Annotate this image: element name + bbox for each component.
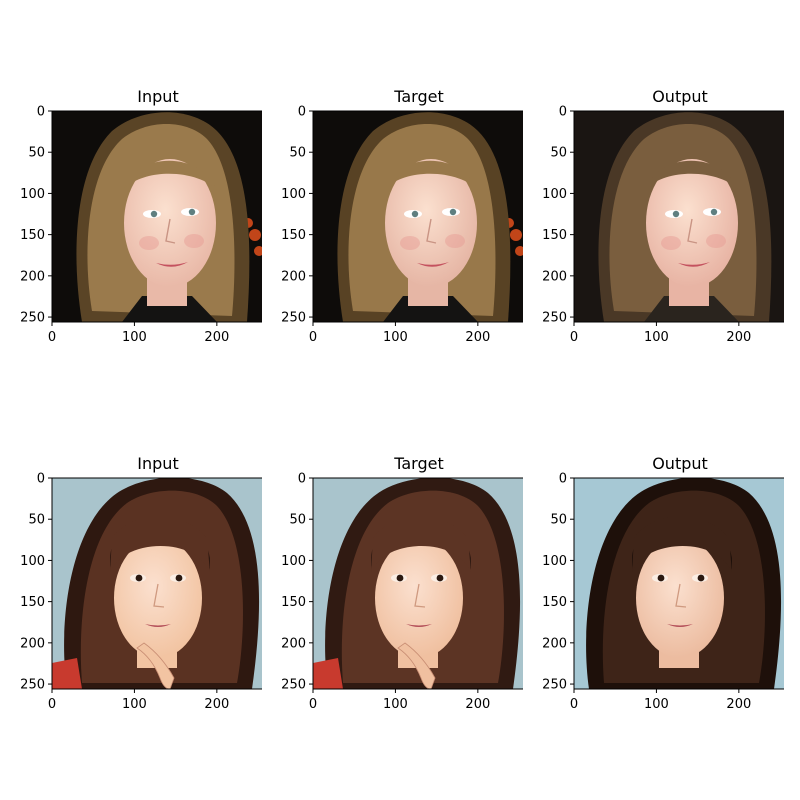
y-tick-label: 150 bbox=[542, 228, 567, 243]
portrait-image bbox=[313, 478, 523, 689]
y-tick-label: 0 bbox=[559, 472, 567, 487]
x-tick-label: 200 bbox=[726, 330, 751, 345]
x-tick-label: 0 bbox=[48, 330, 56, 345]
axes-frame bbox=[312, 477, 523, 690]
x-tick-label: 100 bbox=[644, 697, 669, 712]
image-axes: 0 100 200 0 50 100 150 200 250 bbox=[542, 472, 784, 712]
x-tick-label: 100 bbox=[122, 697, 147, 712]
x-tick-label: 100 bbox=[383, 330, 408, 345]
y-tick-label: 250 bbox=[542, 678, 567, 693]
axes-frame bbox=[51, 110, 262, 323]
y-tick-label: 200 bbox=[281, 269, 306, 284]
panel-title: Output bbox=[652, 454, 708, 473]
x-tick-label: 200 bbox=[465, 330, 490, 345]
image-axes: 0 100 200 0 50 100 150 200 250 bbox=[20, 105, 262, 345]
y-tick-label: 0 bbox=[37, 105, 45, 120]
y-tick-label: 0 bbox=[298, 105, 306, 120]
image-axes: 0 100 200 0 50 100 150 200 250 bbox=[281, 472, 523, 712]
x-tick-label: 100 bbox=[383, 697, 408, 712]
y-tick-label: 50 bbox=[289, 146, 306, 161]
y-tick-label: 0 bbox=[559, 105, 567, 120]
y-tick-label: 150 bbox=[20, 228, 45, 243]
y-tick-label: 250 bbox=[281, 678, 306, 693]
y-tick-label: 200 bbox=[542, 636, 567, 651]
y-tick-label: 50 bbox=[550, 513, 567, 528]
x-tick-label: 200 bbox=[204, 330, 229, 345]
panel-title: Target bbox=[394, 87, 444, 106]
portrait-image bbox=[52, 111, 262, 322]
y-tick-label: 50 bbox=[28, 513, 45, 528]
y-tick-label: 250 bbox=[281, 311, 306, 326]
y-tick-label: 150 bbox=[281, 595, 306, 610]
portrait-image bbox=[574, 111, 784, 322]
x-tick-label: 0 bbox=[570, 330, 578, 345]
y-tick-label: 100 bbox=[281, 554, 306, 569]
axes-frame bbox=[51, 477, 262, 690]
portrait-image bbox=[313, 111, 523, 322]
x-tick-label: 200 bbox=[204, 697, 229, 712]
axes-frame bbox=[573, 110, 784, 323]
panel-title: Output bbox=[652, 87, 708, 106]
y-tick-label: 0 bbox=[37, 472, 45, 487]
x-tick-label: 0 bbox=[570, 697, 578, 712]
y-tick-label: 250 bbox=[20, 311, 45, 326]
y-tick-label: 250 bbox=[20, 678, 45, 693]
axes-frame bbox=[312, 110, 523, 323]
y-tick-label: 100 bbox=[542, 187, 567, 202]
x-tick-label: 100 bbox=[644, 330, 669, 345]
y-tick-label: 150 bbox=[542, 595, 567, 610]
image-axes: 0 100 200 0 50 100 150 200 250 bbox=[20, 472, 262, 712]
y-tick-label: 200 bbox=[542, 269, 567, 284]
y-tick-label: 50 bbox=[550, 146, 567, 161]
panel-title: Target bbox=[394, 454, 444, 473]
y-tick-label: 150 bbox=[20, 595, 45, 610]
image-axes: 0 100 200 0 50 100 150 200 250 bbox=[281, 105, 523, 345]
x-tick-label: 0 bbox=[48, 697, 56, 712]
y-tick-label: 200 bbox=[281, 636, 306, 651]
x-tick-label: 100 bbox=[122, 330, 147, 345]
y-tick-label: 0 bbox=[298, 472, 306, 487]
y-tick-label: 100 bbox=[20, 187, 45, 202]
panel-title: Input bbox=[137, 87, 179, 106]
y-tick-label: 100 bbox=[542, 554, 567, 569]
panel-title: Input bbox=[137, 454, 179, 473]
x-tick-label: 200 bbox=[465, 697, 490, 712]
x-tick-label: 200 bbox=[726, 697, 751, 712]
y-tick-label: 100 bbox=[281, 187, 306, 202]
x-tick-label: 0 bbox=[309, 330, 317, 345]
portrait-image bbox=[52, 478, 262, 689]
y-tick-label: 50 bbox=[289, 513, 306, 528]
y-tick-label: 150 bbox=[281, 228, 306, 243]
portrait-image bbox=[574, 478, 784, 689]
image-axes: 0 100 200 0 50 100 150 200 250 bbox=[542, 105, 784, 345]
y-tick-label: 250 bbox=[542, 311, 567, 326]
y-tick-label: 200 bbox=[20, 636, 45, 651]
axes-frame bbox=[573, 477, 784, 690]
y-tick-label: 50 bbox=[28, 146, 45, 161]
x-tick-label: 0 bbox=[309, 697, 317, 712]
y-tick-label: 200 bbox=[20, 269, 45, 284]
y-tick-label: 100 bbox=[20, 554, 45, 569]
